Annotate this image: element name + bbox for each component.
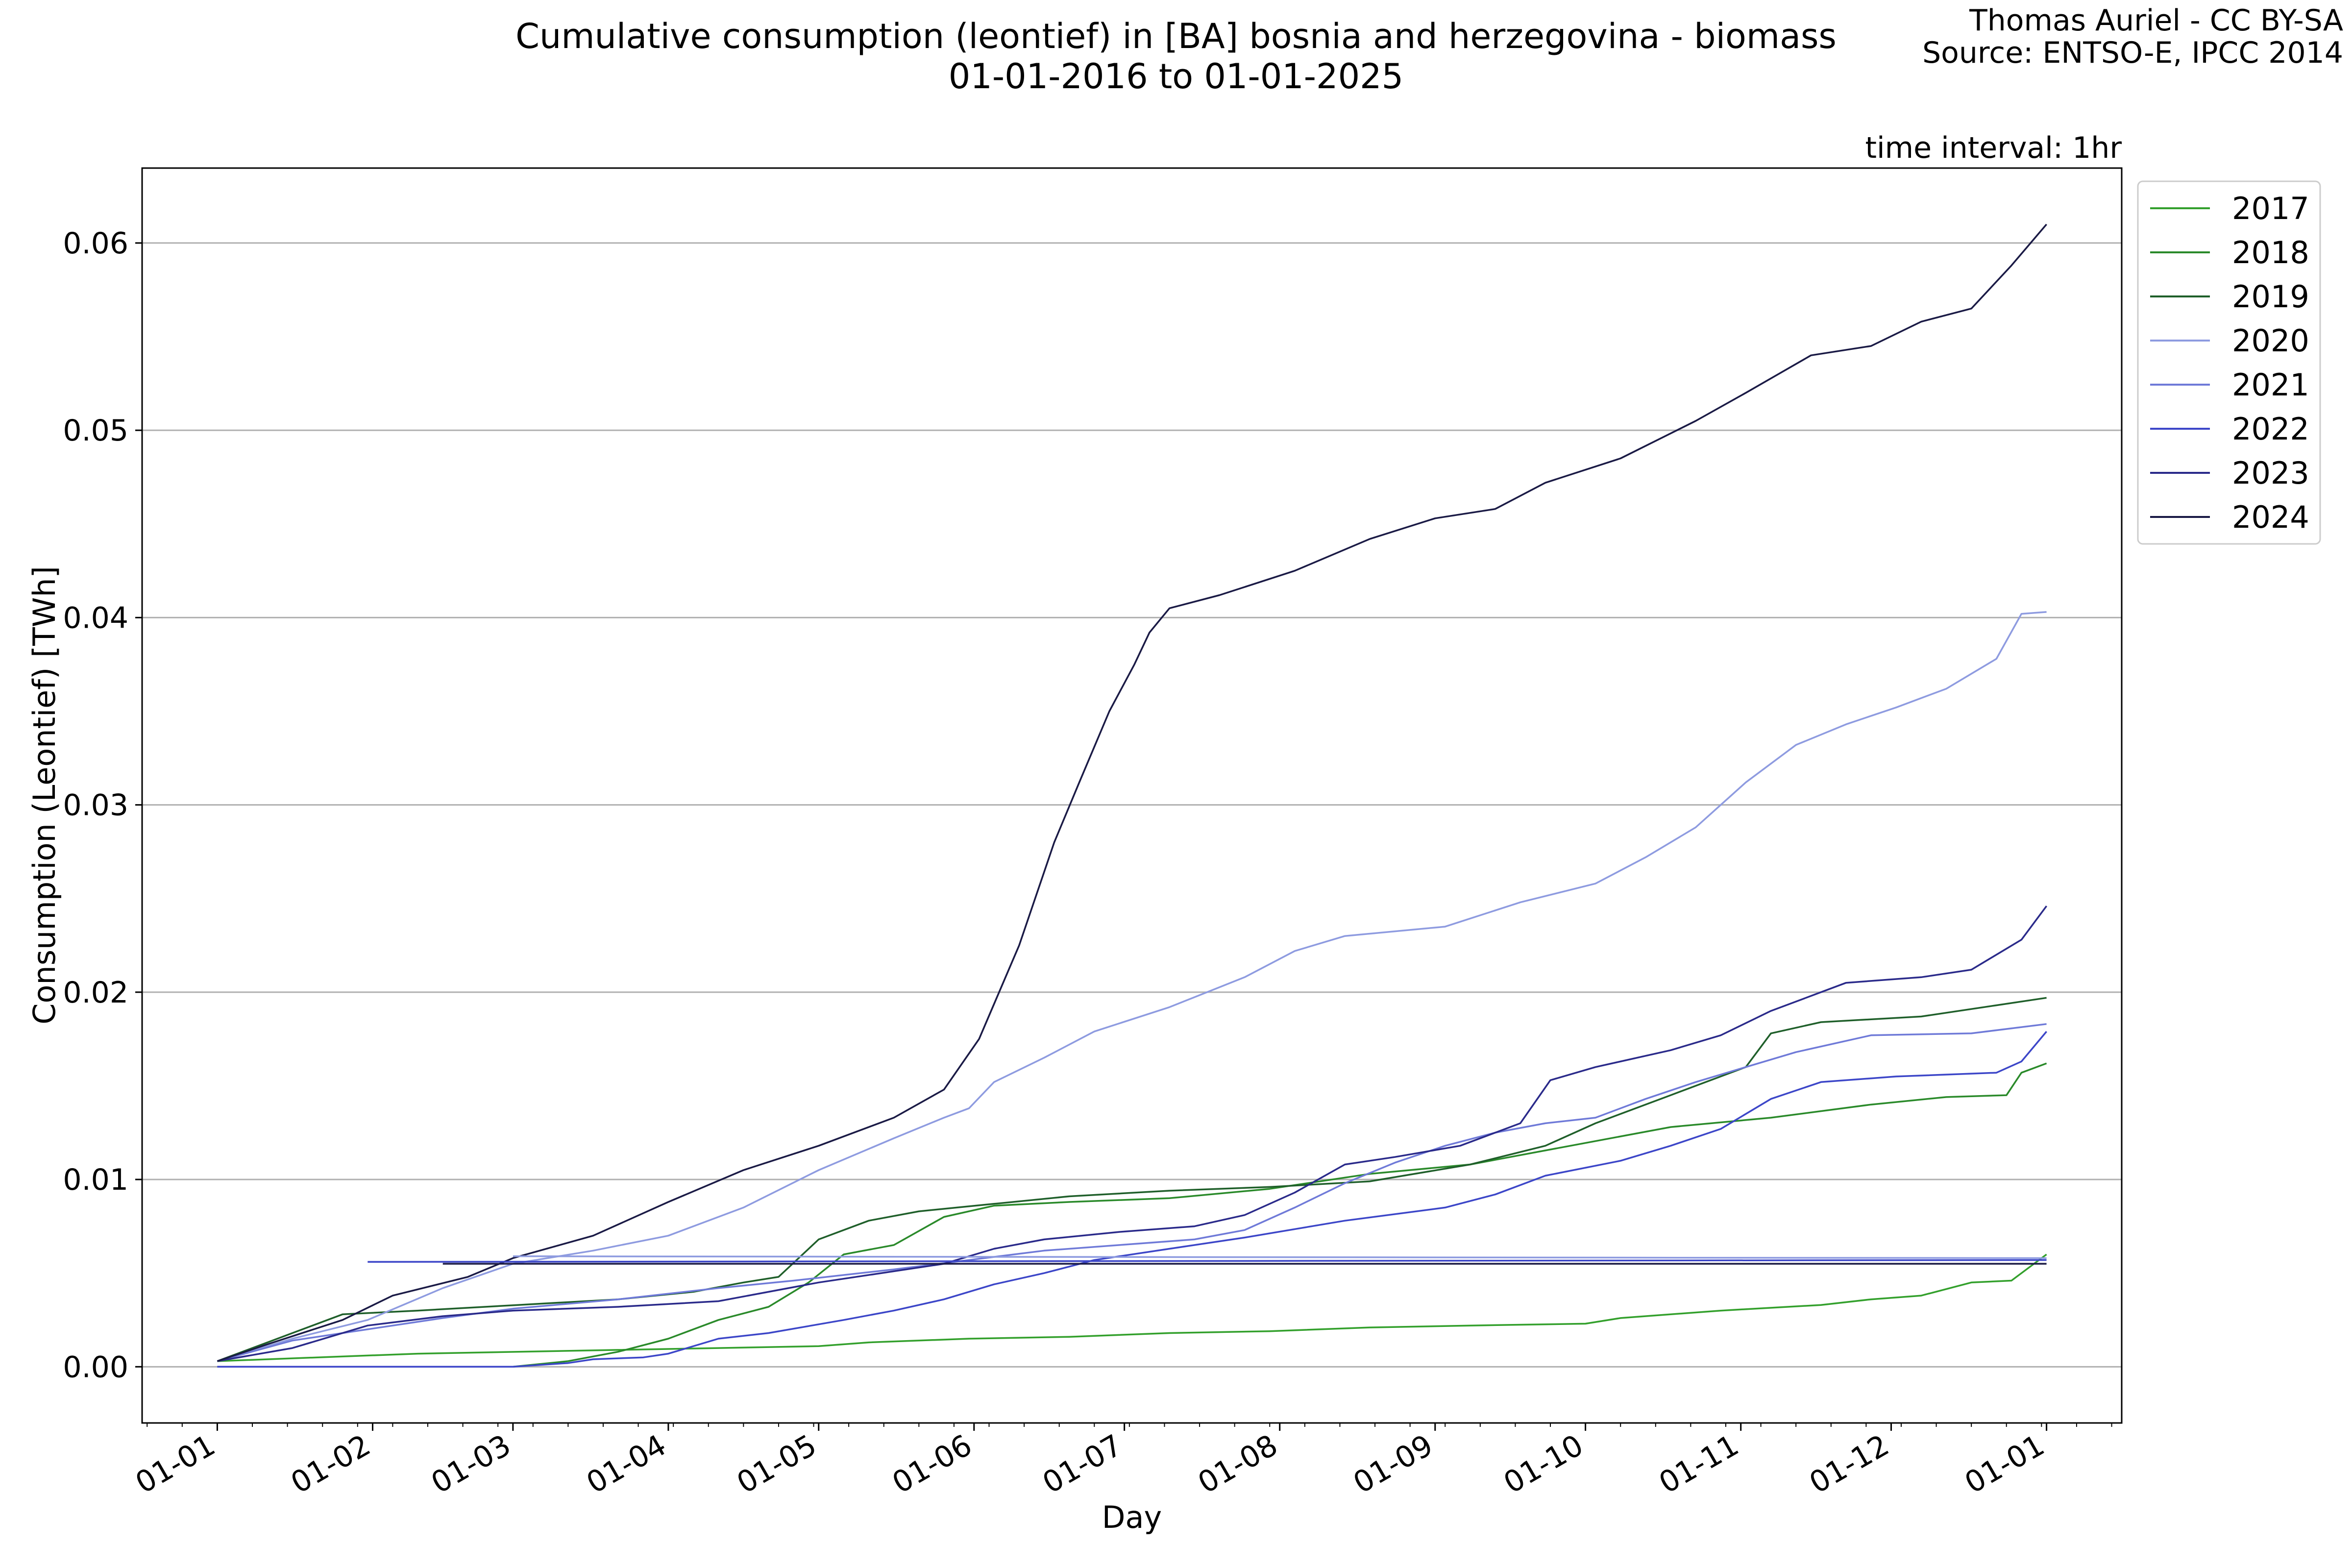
series-line-2023 [217, 905, 2048, 1362]
chart-subtitle: 01-01-2016 to 01-01-2025 [949, 56, 1403, 97]
x-tick-label: 01-03 [425, 1428, 516, 1500]
y-tick-label: 0.01 [63, 1163, 128, 1197]
legend-box [2137, 180, 2321, 545]
x-tick-label: 01-06 [886, 1428, 978, 1500]
legend-label: 2019 [2232, 279, 2309, 315]
y-tick-label: 0.05 [63, 414, 128, 448]
legend-label: 2022 [2232, 411, 2309, 447]
legend-label: 2018 [2232, 235, 2309, 270]
x-tick-label: 01-02 [285, 1428, 376, 1500]
legend: 2017 2018 2019 2020 2021 2022 2023 2024 [2137, 180, 2321, 545]
credit-text: Thomas Auriel - CC BY-SA [1969, 3, 2343, 38]
y-axis: 0.00 0.01 0.02 0.03 0.04 0.05 0.06 [63, 226, 142, 1384]
x-axis: 01-01 01-02 01-03 01-04 01-05 01-06 01-07 01-08… [130, 1423, 2112, 1500]
y-tick-label: 0.03 [63, 788, 128, 823]
plot-frame [141, 167, 2123, 1424]
series-line-2019 [217, 997, 2047, 1362]
legend-label: 2023 [2232, 455, 2309, 491]
chart-title: Cumulative consumption (leontief) in [BA… [515, 16, 1837, 56]
x-axis-label: Day [1102, 1499, 1162, 1535]
series-line-2017 [217, 1253, 2047, 1362]
series-line-reference-9 [368, 1259, 2047, 1263]
y-tick-label: 0.02 [63, 976, 128, 1010]
series-lines [217, 223, 2048, 1368]
x-tick-label: 01-07 [1037, 1428, 1128, 1500]
x-tick-label: 01-08 [1192, 1428, 1283, 1500]
x-tick-label: 01-10 [1498, 1428, 1589, 1500]
source-text: Source: ENTSO-E, IPCC 2014 [1922, 36, 2343, 70]
legend-label: 2017 [2232, 191, 2309, 226]
y-tick-label: 0.04 [63, 601, 128, 635]
series-line-2022 [217, 1030, 2047, 1368]
y-tick-label: 0.00 [63, 1350, 128, 1384]
grid-lines [142, 242, 2122, 1368]
time-interval-annotation: time interval: 1hr [1865, 131, 2122, 165]
y-axis-label: Consumption (Leontief) [TWh] [26, 566, 62, 1025]
series-line-2020 [217, 611, 2047, 1362]
series-line-2021 [217, 1023, 2047, 1362]
series-line-reference-8 [513, 1255, 2047, 1259]
series-line-2018 [217, 1062, 2047, 1368]
legend-label: 2021 [2232, 367, 2309, 403]
legend-label: 2020 [2232, 323, 2309, 359]
x-tick-label: 01-04 [581, 1428, 672, 1500]
x-tick-label: 01-01 [130, 1428, 221, 1500]
x-tick-label: 01-09 [1348, 1428, 1439, 1500]
x-tick-label: 01-05 [731, 1428, 822, 1500]
x-tick-label: 01-11 [1653, 1428, 1744, 1500]
y-tick-label: 0.06 [63, 226, 128, 261]
x-tick-label: 01-12 [1804, 1428, 1895, 1500]
series-line-2024 [217, 223, 2047, 1362]
legend-label: 2024 [2232, 499, 2309, 535]
x-tick-label: 01-01 [1959, 1428, 2050, 1500]
